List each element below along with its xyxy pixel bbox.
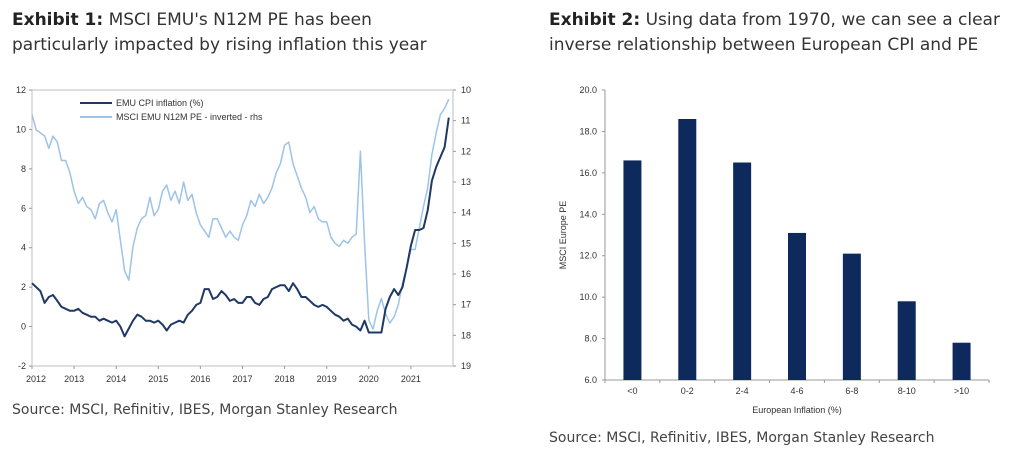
bar-2 [678,119,697,380]
y-axis-title: MSCI Europe PE [558,201,568,270]
bar-1 [623,160,642,380]
x-axis-tick-label: 2015 [148,374,168,384]
cpi-inflation-line [31,117,450,338]
cpi-pe-line-chart: -2 0 2 4 6 8 10 12 10 11 12 13 14 15 16 17 18 19 2012 2013 2… [16,85,471,384]
left-axis-tick-label: 0 [21,322,26,332]
left-axis-tick-label: 8 [21,164,26,174]
x-axis-category-label: <0 [627,386,637,396]
right-axis-tick-label: 19 [461,361,471,371]
y-axis-tick-label: 8.0 [584,334,597,344]
legend-label-pe: MSCI EMU N12M PE - inverted - rhs [116,112,263,122]
exhibit-1-title-text: MSCI EMU's N12M PE has been particularly… [12,10,427,55]
right-axis-tick-label: 15 [461,238,471,248]
left-axis-tick-label: 2 [21,282,26,292]
x-axis-tick-label: 2017 [232,374,252,384]
y-axis-tick-label: 12.0 [579,251,597,261]
bar-3 [733,162,752,380]
x-axis-tick-label: 2013 [64,374,84,384]
x-axis-tick-label: 2018 [275,374,295,384]
exhibit-2-title-bold: Exhibit 2: [549,10,641,30]
bar-4 [788,232,806,380]
exhibit-2-title: Exhibit 2: Using data from 1970, we can … [549,8,1019,58]
right-axis-tick-label: 14 [461,208,471,218]
x-axis-tick-label: 2021 [401,374,421,384]
inflation-pe-bar-chart: 6.0 8.0 10.0 12.0 14.0 16.0 18.0 20.0 <0 0-2 2-4 4-… [558,85,990,415]
exhibit-1-source: Source: MSCI, Refinitiv, IBES, Morgan St… [12,402,398,418]
x-axis-category-label: >10 [954,386,969,396]
x-axis-tick-label: 2020 [359,374,379,384]
x-axis-tick-label: 2016 [190,374,210,384]
right-axis-tick-label: 12 [461,146,471,156]
exhibit-1-panel: Exhibit 1: MSCI EMU's N12M PE has been p… [0,0,472,453]
pe-inverted-line [31,98,450,330]
left-axis-tick-label: 6 [21,203,26,213]
x-axis-title: European Inflation (%) [752,405,842,415]
x-axis-tick-label: 2012 [26,374,46,384]
y-axis-tick-label: 20.0 [579,85,597,95]
right-axis-tick-label: 16 [461,269,471,279]
left-axis-tick-label: 10 [16,124,26,134]
left-axis-tick-label: 12 [16,85,26,95]
bar-5 [842,253,861,380]
bar-7 [952,342,971,380]
x-axis-category-label: 6-8 [845,386,858,396]
exhibit-2-panel: Exhibit 2: Using data from 1970, we can … [546,0,1023,453]
x-axis-tick-label: 2014 [106,374,126,384]
y-axis-tick-label: 14.0 [579,209,597,219]
x-axis-category-label: 4-6 [790,386,803,396]
exhibit-2-source: Source: MSCI, Refinitiv, IBES, Morgan St… [549,430,935,446]
left-axis-tick-label: -2 [18,361,26,371]
left-axis-tick-label: 4 [21,243,26,253]
right-axis-tick-label: 11 [461,116,470,126]
x-axis-category-label: 2-4 [736,386,749,396]
right-axis-tick-label: 13 [461,177,471,187]
right-axis-tick-label: 18 [461,330,471,340]
x-axis-tick-label: 2019 [317,374,337,384]
right-axis-tick-label: 17 [461,300,471,310]
bar-6 [897,301,916,380]
exhibit-2-title-text: Using data from 1970, we can see a clear… [549,10,1000,55]
x-axis-category-label: 8-10 [898,386,916,396]
legend-label-cpi: EMU CPI inflation (%) [116,98,204,108]
right-axis-tick-label: 10 [461,85,471,95]
y-axis-tick-label: 10.0 [579,292,597,302]
y-axis-tick-label: 16.0 [579,168,597,178]
exhibit-1-title: Exhibit 1: MSCI EMU's N12M PE has been p… [12,8,472,58]
plot-frame [31,89,454,367]
x-axis-category-label: 0-2 [681,386,694,396]
exhibit-1-title-bold: Exhibit 1: [12,10,104,30]
y-axis-tick-label: 6.0 [584,375,597,385]
y-axis-tick-label: 18.0 [579,126,597,136]
